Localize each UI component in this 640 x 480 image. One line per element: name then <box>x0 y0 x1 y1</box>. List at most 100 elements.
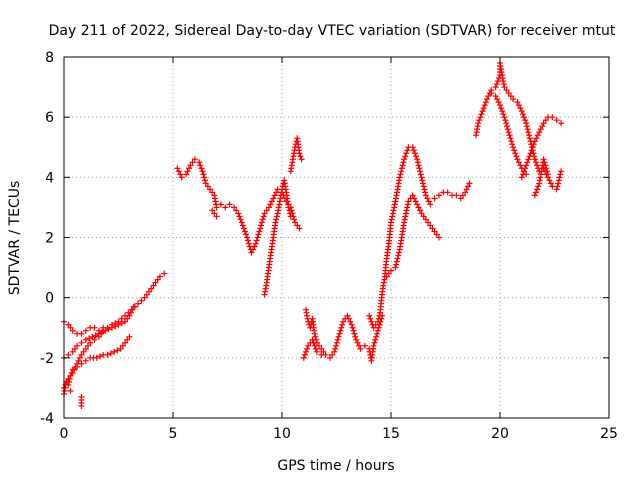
data-point <box>265 204 272 211</box>
data-point <box>555 177 562 184</box>
data-point <box>525 156 532 163</box>
data-point <box>514 99 521 106</box>
data-point <box>69 369 76 376</box>
data-point <box>542 162 549 169</box>
data-point <box>351 330 358 337</box>
data-point <box>523 120 530 127</box>
data-point <box>201 177 208 184</box>
data-point <box>418 210 425 217</box>
data-point <box>411 195 418 202</box>
data-point <box>417 168 424 175</box>
data-point <box>400 159 407 166</box>
data-point <box>402 213 409 220</box>
data-point <box>256 228 263 235</box>
data-point <box>292 219 299 226</box>
data-point <box>531 156 538 163</box>
data-point <box>404 201 411 208</box>
data-point <box>374 318 381 325</box>
data-point <box>305 342 312 349</box>
data-point <box>543 165 550 172</box>
data-point <box>161 270 168 277</box>
data-point <box>67 387 74 394</box>
data-point <box>425 219 432 226</box>
data-point <box>191 156 198 163</box>
data-point <box>128 306 135 313</box>
data-point <box>189 159 196 166</box>
data-point <box>241 228 248 235</box>
data-point <box>200 171 207 178</box>
data-point <box>424 195 431 202</box>
data-point <box>337 327 344 334</box>
data-point <box>515 159 522 166</box>
data-point <box>409 192 416 199</box>
data-point <box>557 171 564 178</box>
data-point <box>108 321 115 328</box>
data-point <box>505 129 512 136</box>
data-point <box>499 108 506 115</box>
data-point <box>209 207 216 214</box>
data-point <box>519 111 526 118</box>
data-point <box>419 180 426 187</box>
data-point <box>197 162 204 169</box>
data-point <box>370 324 377 331</box>
data-point <box>244 234 251 241</box>
data-point <box>492 84 499 91</box>
data-point <box>372 321 379 328</box>
data-point <box>296 225 303 232</box>
data-point <box>271 192 278 199</box>
data-point <box>65 351 72 358</box>
data-point <box>526 153 533 160</box>
data-point <box>333 342 340 349</box>
data-point <box>311 342 318 349</box>
data-point <box>371 339 378 346</box>
data-point <box>383 273 390 280</box>
chart-title: Day 211 of 2022, Sidereal Day-to-day VTE… <box>49 23 616 39</box>
data-point <box>531 192 538 199</box>
data-point <box>272 219 279 226</box>
data-point <box>462 189 469 196</box>
data-point <box>125 309 132 316</box>
data-point <box>273 213 280 220</box>
data-point <box>405 198 412 205</box>
data-point <box>518 174 525 181</box>
data-point <box>368 318 375 325</box>
data-point <box>385 270 392 277</box>
data-point <box>273 189 280 196</box>
y-tick-label: -4 <box>40 411 54 427</box>
data-point <box>143 291 150 298</box>
data-point <box>82 357 89 364</box>
data-point <box>519 171 526 178</box>
data-point <box>350 327 357 334</box>
data-point <box>334 336 341 343</box>
data-point <box>119 342 126 349</box>
y-tick-label: 6 <box>45 110 54 126</box>
data-point <box>213 213 220 220</box>
data-point <box>435 234 442 241</box>
data-point <box>478 111 485 118</box>
x-tick-label: 20 <box>491 426 509 442</box>
data-point <box>238 219 245 226</box>
data-point <box>240 225 247 232</box>
data-point <box>509 141 516 148</box>
data-point <box>549 183 556 190</box>
data-point <box>335 333 342 340</box>
data-point <box>481 102 488 109</box>
data-point <box>117 345 124 352</box>
data-point <box>401 219 408 226</box>
data-point <box>375 315 382 322</box>
data-point <box>204 183 211 190</box>
data-point <box>420 183 427 190</box>
data-point <box>544 171 551 178</box>
data-point <box>429 225 436 232</box>
data-point <box>389 213 396 220</box>
data-point <box>287 213 294 220</box>
x-axis-label: GPS time / hours <box>277 458 394 474</box>
data-point <box>111 348 118 355</box>
data-point <box>553 186 560 193</box>
data-point <box>248 249 255 256</box>
data-point <box>124 336 131 343</box>
data-point <box>236 213 243 220</box>
data-point <box>69 348 76 355</box>
data-point <box>463 186 470 193</box>
data-point <box>532 189 539 196</box>
